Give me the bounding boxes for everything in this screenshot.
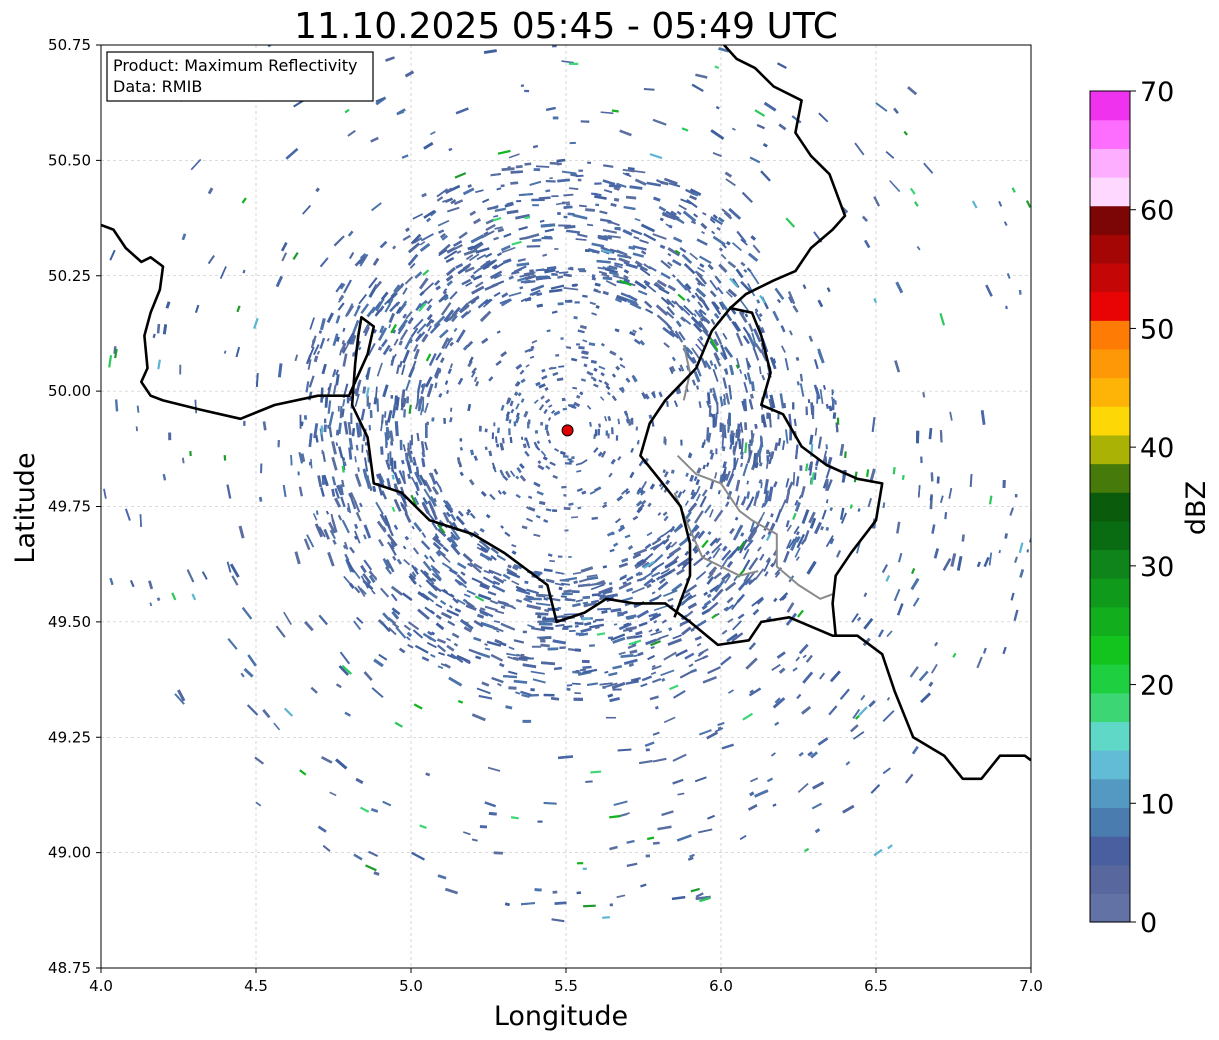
colorbar-segment <box>1090 750 1130 780</box>
x-tick-label: 6.0 <box>709 977 733 995</box>
x-tick-label: 5.5 <box>554 977 578 995</box>
colorbar-segment <box>1090 434 1130 465</box>
colorbar-segment <box>1090 635 1130 665</box>
colorbar-segment <box>1090 91 1130 121</box>
colorbar-segment <box>1090 664 1130 694</box>
colorbar-segment <box>1090 148 1130 178</box>
colorbar-segment <box>1090 234 1130 264</box>
colorbar-tick-label: 30 <box>1140 552 1174 583</box>
y-tick-label: 49.00 <box>48 844 91 862</box>
colorbar-segment <box>1090 205 1130 235</box>
y-axis-ticks: 48.75 49.00 49.25 49.50 49.75 50.00 50.25 50.50… <box>48 36 101 977</box>
colorbar-label: dBZ <box>1181 481 1212 535</box>
colorbar-tick-label: 0 <box>1140 908 1157 939</box>
info-box: Product: Maximum Reflectivity Data: RMIB <box>106 51 374 102</box>
y-tick-label: 50.50 <box>48 151 91 169</box>
colorbar-segment <box>1090 377 1130 407</box>
region-border <box>673 492 759 577</box>
country-border <box>101 223 1031 781</box>
y-tick-label: 50.00 <box>48 382 91 400</box>
y-tick-label: 50.25 <box>48 267 91 285</box>
colorbar-tick-label: 70 <box>1140 77 1174 108</box>
colorbar-segment <box>1090 348 1130 379</box>
colorbar-segment <box>1090 291 1130 321</box>
colorbar-segment <box>1090 492 1130 522</box>
country-border <box>639 306 884 636</box>
colorbar-segment <box>1090 406 1130 436</box>
colorbar-segment <box>1090 778 1130 808</box>
colorbar-segment <box>1090 864 1130 894</box>
colorbar-segment <box>1090 836 1130 866</box>
colorbar <box>1089 90 1131 923</box>
colorbar-tick-label: 20 <box>1140 671 1174 702</box>
country-border <box>723 45 847 310</box>
colorbar-tick-label: 50 <box>1140 314 1174 345</box>
x-tick-label: 4.5 <box>244 977 268 995</box>
colorbar-frame <box>1089 90 1131 923</box>
colorbar-segment <box>1090 176 1130 207</box>
x-axis-label: Longitude <box>494 1001 628 1032</box>
colorbar-segment <box>1090 549 1130 579</box>
region-border <box>676 454 833 600</box>
y-tick-label: 49.75 <box>48 498 91 516</box>
x-tick-label: 6.5 <box>864 977 888 995</box>
x-tick-label: 5.0 <box>399 977 423 995</box>
figure-title: 11.10.2025 05:45 - 05:49 UTC <box>294 6 838 47</box>
colorbar-segment <box>1090 893 1130 923</box>
info-data-source: Data: RMIB <box>113 77 202 96</box>
colorbar-tick-label: 10 <box>1140 789 1174 820</box>
colorbar-segment <box>1090 119 1130 149</box>
x-tick-label: 7.0 <box>1019 977 1043 995</box>
y-tick-label: 49.50 <box>48 613 91 631</box>
colorbar-segment <box>1090 578 1130 608</box>
radar-site-marker <box>561 424 574 437</box>
x-tick-label: 4.0 <box>89 977 113 995</box>
colorbar-segment <box>1090 692 1130 723</box>
colorbar-segment <box>1090 262 1130 293</box>
y-tick-label: 49.25 <box>48 728 91 746</box>
reflectivity-echoes <box>103 45 1031 923</box>
colorbar-segment <box>1090 807 1130 837</box>
country-borders <box>101 45 1031 781</box>
colorbar-segment <box>1090 606 1130 637</box>
colorbar-ticks: 0 10 20 30 40 50 60 70 <box>1130 77 1174 939</box>
colorbar-tick-label: 40 <box>1140 433 1174 464</box>
colorbar-segment <box>1090 520 1130 551</box>
colorbar-tick-label: 60 <box>1140 196 1174 227</box>
info-product: Product: Maximum Reflectivity <box>113 56 357 75</box>
x-axis-ticks: 4.0 4.5 5.0 5.5 6.0 6.5 7.0 <box>89 968 1043 995</box>
y-tick-label: 50.75 <box>48 36 91 54</box>
colorbar-segment <box>1090 320 1130 350</box>
y-axis-label: Latitude <box>10 452 41 563</box>
colorbar-segment <box>1090 463 1130 493</box>
colorbar-segment <box>1090 721 1130 751</box>
y-tick-label: 48.75 <box>48 959 91 977</box>
